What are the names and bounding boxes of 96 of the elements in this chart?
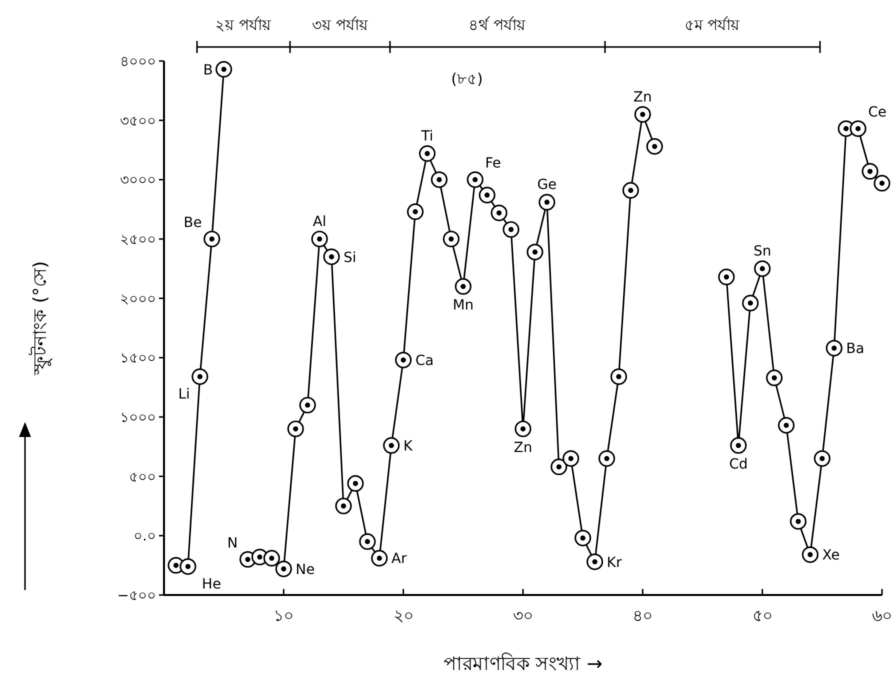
- point: [538, 194, 556, 211]
- annotation: B: [203, 62, 213, 78]
- y-tick-label: ৫০০: [129, 469, 156, 486]
- annotation: Al: [312, 214, 326, 230]
- y-tick-label: ১০০০: [120, 410, 156, 426]
- annotation: Ba: [846, 341, 864, 358]
- point: [790, 513, 807, 530]
- point: [718, 268, 735, 286]
- point: [478, 186, 496, 204]
- annotation: (৮৫): [451, 70, 483, 88]
- point: [754, 260, 771, 277]
- point: [216, 61, 232, 78]
- annotation: Li: [178, 386, 190, 403]
- point: [622, 182, 639, 199]
- point: [634, 106, 651, 123]
- x-tick-label: ২০: [393, 606, 414, 625]
- text: ৩য় পর্যায়: [312, 16, 369, 34]
- point: [646, 138, 663, 155]
- point: [778, 417, 795, 434]
- annotation: Kr: [606, 554, 622, 571]
- annotation: K: [403, 438, 414, 454]
- y-tick-label: ০.০: [134, 528, 156, 545]
- point: [562, 450, 580, 467]
- point: [383, 437, 400, 454]
- point: [454, 278, 472, 295]
- point: [395, 352, 412, 368]
- point: [466, 171, 484, 188]
- point: [730, 437, 747, 454]
- point: [299, 396, 316, 414]
- point: [180, 558, 196, 575]
- point: [814, 450, 830, 467]
- point: [359, 533, 376, 550]
- point: [371, 550, 388, 567]
- text: ৪র্থ পর্যায়: [468, 16, 526, 34]
- y-tick-label: −৫০০: [117, 588, 156, 604]
- point: [850, 120, 866, 137]
- point: [550, 458, 568, 476]
- text: ২য় পর্যায়: [215, 16, 272, 34]
- point: [586, 553, 604, 570]
- point: [442, 230, 460, 248]
- point: [311, 230, 328, 248]
- point: [323, 248, 340, 266]
- point: [502, 221, 520, 238]
- y-tick-label: ৩০০০: [120, 172, 156, 189]
- point: [335, 498, 352, 514]
- y-tick-label: ১৫০০: [120, 350, 156, 367]
- point: [192, 368, 208, 385]
- point: [526, 244, 544, 260]
- annotation: Xe: [822, 548, 840, 564]
- point: [598, 450, 616, 467]
- annotation: Ne: [296, 562, 315, 578]
- y-tick-label: ২৫০০: [120, 232, 156, 248]
- point: [802, 546, 818, 563]
- point: [862, 163, 878, 180]
- x-axis-title: পারমাণবিক সংখ্যা →: [444, 653, 602, 675]
- point: [610, 368, 628, 385]
- annotation: Ca: [415, 353, 434, 370]
- point: [275, 560, 292, 578]
- y-axis-title: স্ফুটনাংক (°সে): [29, 261, 52, 376]
- y-tick-label: ৪০০০: [120, 54, 156, 70]
- x-tick-label: ৬০: [872, 606, 892, 625]
- y-tick-label: ৩৫০০: [120, 113, 156, 130]
- point: [766, 370, 783, 386]
- x-tick-label: ৫০: [752, 606, 772, 625]
- annotation: Be: [184, 215, 202, 231]
- annotation: Zn: [514, 440, 532, 456]
- annotation: He: [202, 576, 222, 593]
- annotation: Si: [344, 250, 356, 266]
- point: [514, 420, 532, 438]
- annotation: Fe: [485, 156, 502, 172]
- y-tick-label: ২০০০: [120, 291, 156, 308]
- x-tick-label: ১০: [274, 606, 294, 625]
- annotation: Sn: [753, 244, 772, 260]
- point: [407, 203, 424, 220]
- point: [263, 550, 280, 567]
- annotation: Mn: [452, 297, 474, 314]
- x-tick-label: ৪০: [632, 606, 653, 625]
- point: [490, 204, 508, 222]
- point: [204, 230, 220, 248]
- point: [418, 145, 436, 162]
- annotation: Zn: [633, 89, 652, 106]
- point: [430, 171, 448, 188]
- point: [347, 475, 364, 492]
- point: [826, 340, 842, 356]
- annotation: Ge: [537, 177, 557, 194]
- point: [742, 294, 759, 312]
- point: [574, 530, 592, 546]
- annotation: Ar: [391, 551, 407, 568]
- x-tick-label: ৩০: [513, 606, 533, 625]
- annotation: Cd: [729, 456, 748, 472]
- annotation: Ce: [868, 104, 886, 121]
- annotation: Ti: [420, 128, 434, 145]
- point: [287, 420, 304, 438]
- annotation: N: [227, 535, 238, 552]
- point: [874, 174, 890, 192]
- text: ৫ম পর্যায়: [684, 16, 740, 34]
